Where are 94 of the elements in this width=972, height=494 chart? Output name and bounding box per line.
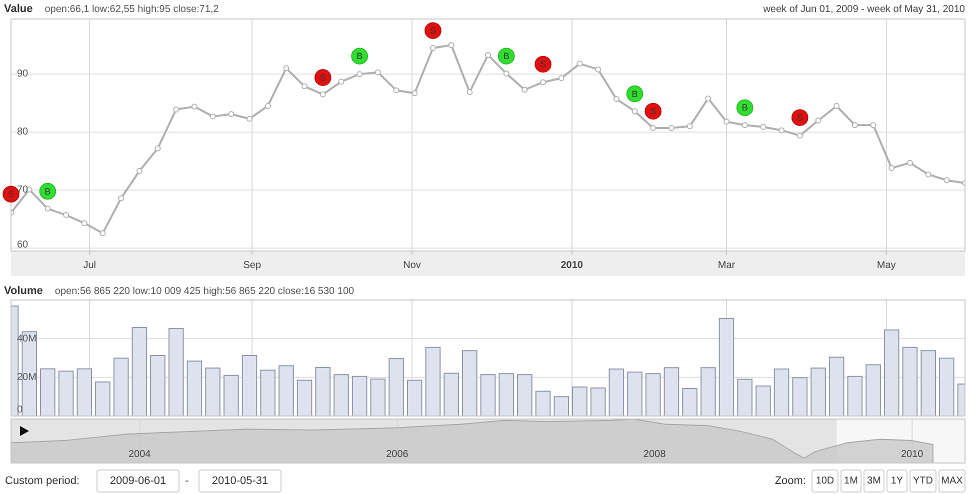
y-tick-label: 20M bbox=[17, 372, 36, 383]
annotation: B bbox=[632, 88, 638, 99]
y-tick-label: 70 bbox=[17, 184, 29, 196]
point bbox=[632, 108, 638, 114]
y-tick-label: 60 bbox=[17, 240, 29, 251]
point bbox=[834, 103, 840, 109]
point bbox=[228, 111, 234, 118]
point bbox=[686, 123, 693, 130]
annotation: S bbox=[8, 189, 14, 200]
x-tick-label: Nov bbox=[403, 260, 421, 271]
point bbox=[595, 66, 602, 72]
point bbox=[81, 220, 88, 226]
point bbox=[320, 91, 326, 98]
point bbox=[668, 125, 674, 132]
y-tick-label: 0 bbox=[17, 404, 23, 416]
text: 10D bbox=[816, 476, 834, 486]
point bbox=[338, 78, 344, 85]
x-tick-label: 2004 bbox=[128, 449, 152, 460]
text: MAX bbox=[941, 476, 964, 486]
point bbox=[448, 42, 454, 48]
point bbox=[374, 69, 381, 76]
chart-title: Value bbox=[4, 3, 33, 15]
point bbox=[302, 83, 308, 90]
point bbox=[136, 168, 142, 174]
annotation: B bbox=[44, 186, 51, 196]
x-tick-label: Jul bbox=[83, 260, 96, 271]
annotation: S bbox=[320, 72, 326, 83]
x-tick-label: 2008 bbox=[643, 449, 666, 460]
point bbox=[246, 116, 252, 122]
point bbox=[44, 206, 51, 212]
annotation: B bbox=[356, 51, 363, 62]
point bbox=[522, 86, 528, 93]
y-tick-label: 90 bbox=[17, 68, 29, 80]
y-tick-label: 40M bbox=[17, 333, 36, 344]
point bbox=[778, 127, 785, 134]
point bbox=[485, 52, 491, 58]
point bbox=[613, 96, 620, 102]
x-tick-label: May bbox=[876, 260, 896, 271]
chart-title: Volume bbox=[4, 285, 43, 297]
point bbox=[63, 212, 70, 218]
x-tick-label: 2010 bbox=[901, 449, 924, 460]
text: 2009-06-01 bbox=[110, 475, 166, 487]
chart-subtitle: open:66,1 low:62,55 high:95 close:71,2 bbox=[44, 4, 220, 15]
point bbox=[760, 124, 766, 130]
point bbox=[925, 171, 932, 178]
text: 3M bbox=[867, 476, 881, 486]
annotation: S bbox=[540, 59, 546, 70]
point bbox=[724, 118, 730, 125]
point bbox=[888, 165, 895, 172]
chart-subtitle: open:56 865 220 low:10 009 425 high:56 865 220 close:16 530 100 bbox=[54, 286, 355, 297]
annotation: B bbox=[742, 102, 748, 113]
y-tick-label: 80 bbox=[17, 126, 29, 138]
text: 2010-05-31 bbox=[212, 475, 268, 487]
point bbox=[118, 195, 124, 202]
point bbox=[852, 122, 858, 128]
point bbox=[742, 122, 748, 128]
point bbox=[191, 104, 198, 110]
point bbox=[705, 95, 712, 102]
point bbox=[412, 90, 418, 96]
point bbox=[540, 79, 546, 86]
text: 1M bbox=[844, 476, 858, 486]
annotation: S bbox=[650, 106, 656, 116]
point bbox=[264, 103, 271, 109]
x-tick-label: Sep bbox=[243, 260, 262, 271]
annotation: B bbox=[503, 51, 510, 62]
point bbox=[870, 122, 876, 128]
text: Zoom: bbox=[774, 475, 806, 487]
point bbox=[466, 89, 473, 96]
x-tick-label: 2010 bbox=[560, 260, 584, 271]
point bbox=[393, 87, 400, 94]
point bbox=[210, 113, 216, 120]
text: 1Y bbox=[890, 476, 904, 486]
point bbox=[815, 118, 822, 124]
text: YTD bbox=[913, 476, 933, 486]
point bbox=[430, 45, 436, 51]
point bbox=[154, 145, 161, 152]
point bbox=[173, 106, 180, 112]
text: Custom period: bbox=[5, 475, 80, 487]
text: week of Jun 01, 2009 - week of May 31, 2010 bbox=[762, 4, 966, 15]
x-tick-label: Mar bbox=[718, 260, 736, 271]
point bbox=[503, 70, 510, 77]
point bbox=[283, 65, 290, 72]
point bbox=[356, 71, 363, 78]
text: - bbox=[185, 475, 189, 487]
point bbox=[906, 160, 913, 166]
annotation: S bbox=[430, 26, 436, 36]
point bbox=[796, 132, 803, 139]
point bbox=[576, 60, 583, 67]
point bbox=[558, 75, 564, 82]
annotation: S bbox=[796, 112, 803, 123]
point bbox=[944, 177, 950, 184]
point bbox=[100, 230, 106, 236]
x-tick-label: 2006 bbox=[386, 449, 409, 460]
point bbox=[650, 125, 656, 132]
